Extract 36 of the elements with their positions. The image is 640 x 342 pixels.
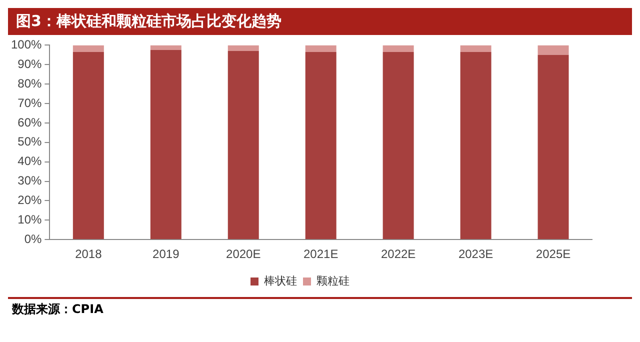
legend-label: 棒状硅	[264, 274, 297, 288]
y-tick-label: 40%	[18, 154, 42, 168]
x-tick-label: 2022E	[380, 247, 416, 262]
bar	[538, 54, 569, 240]
bar	[150, 50, 182, 240]
bar	[72, 52, 104, 240]
y-tick-label: 0%	[24, 232, 42, 246]
y-tick-label: 60%	[18, 115, 42, 130]
y-tick-label: 10%	[18, 212, 42, 226]
chart-title: 图3：棒状硅和颗粒硅市场占比变化趋势	[8, 8, 632, 35]
source-note: 数据来源：CPIA	[12, 301, 104, 318]
bar	[382, 52, 414, 240]
bar	[382, 45, 414, 52]
bar	[305, 45, 336, 52]
bar	[460, 52, 492, 240]
x-tick-label: 2018	[75, 247, 102, 262]
x-tick-label: 2021E	[303, 247, 338, 262]
y-tick-label: 30%	[18, 174, 42, 188]
y-tick-label: 80%	[18, 76, 42, 90]
bar	[72, 45, 104, 52]
bar	[150, 45, 182, 50]
bar	[228, 45, 259, 52]
bar	[305, 52, 336, 240]
x-tick-label: 2023E	[458, 247, 494, 262]
legend-label: 颗粒硅	[316, 274, 350, 288]
bar	[460, 45, 492, 52]
y-tick-label: 50%	[18, 134, 42, 149]
bar	[228, 51, 259, 240]
y-tick-label: 20%	[18, 193, 42, 208]
x-tick-label: 2025E	[536, 247, 571, 262]
y-tick-label: 90%	[18, 56, 42, 71]
x-tick-label: 2020E	[226, 247, 261, 262]
x-tick-label: 2019	[152, 247, 180, 262]
bar	[538, 45, 569, 55]
y-tick-label: 70%	[18, 96, 42, 110]
y-tick-label: 100%	[10, 38, 42, 52]
